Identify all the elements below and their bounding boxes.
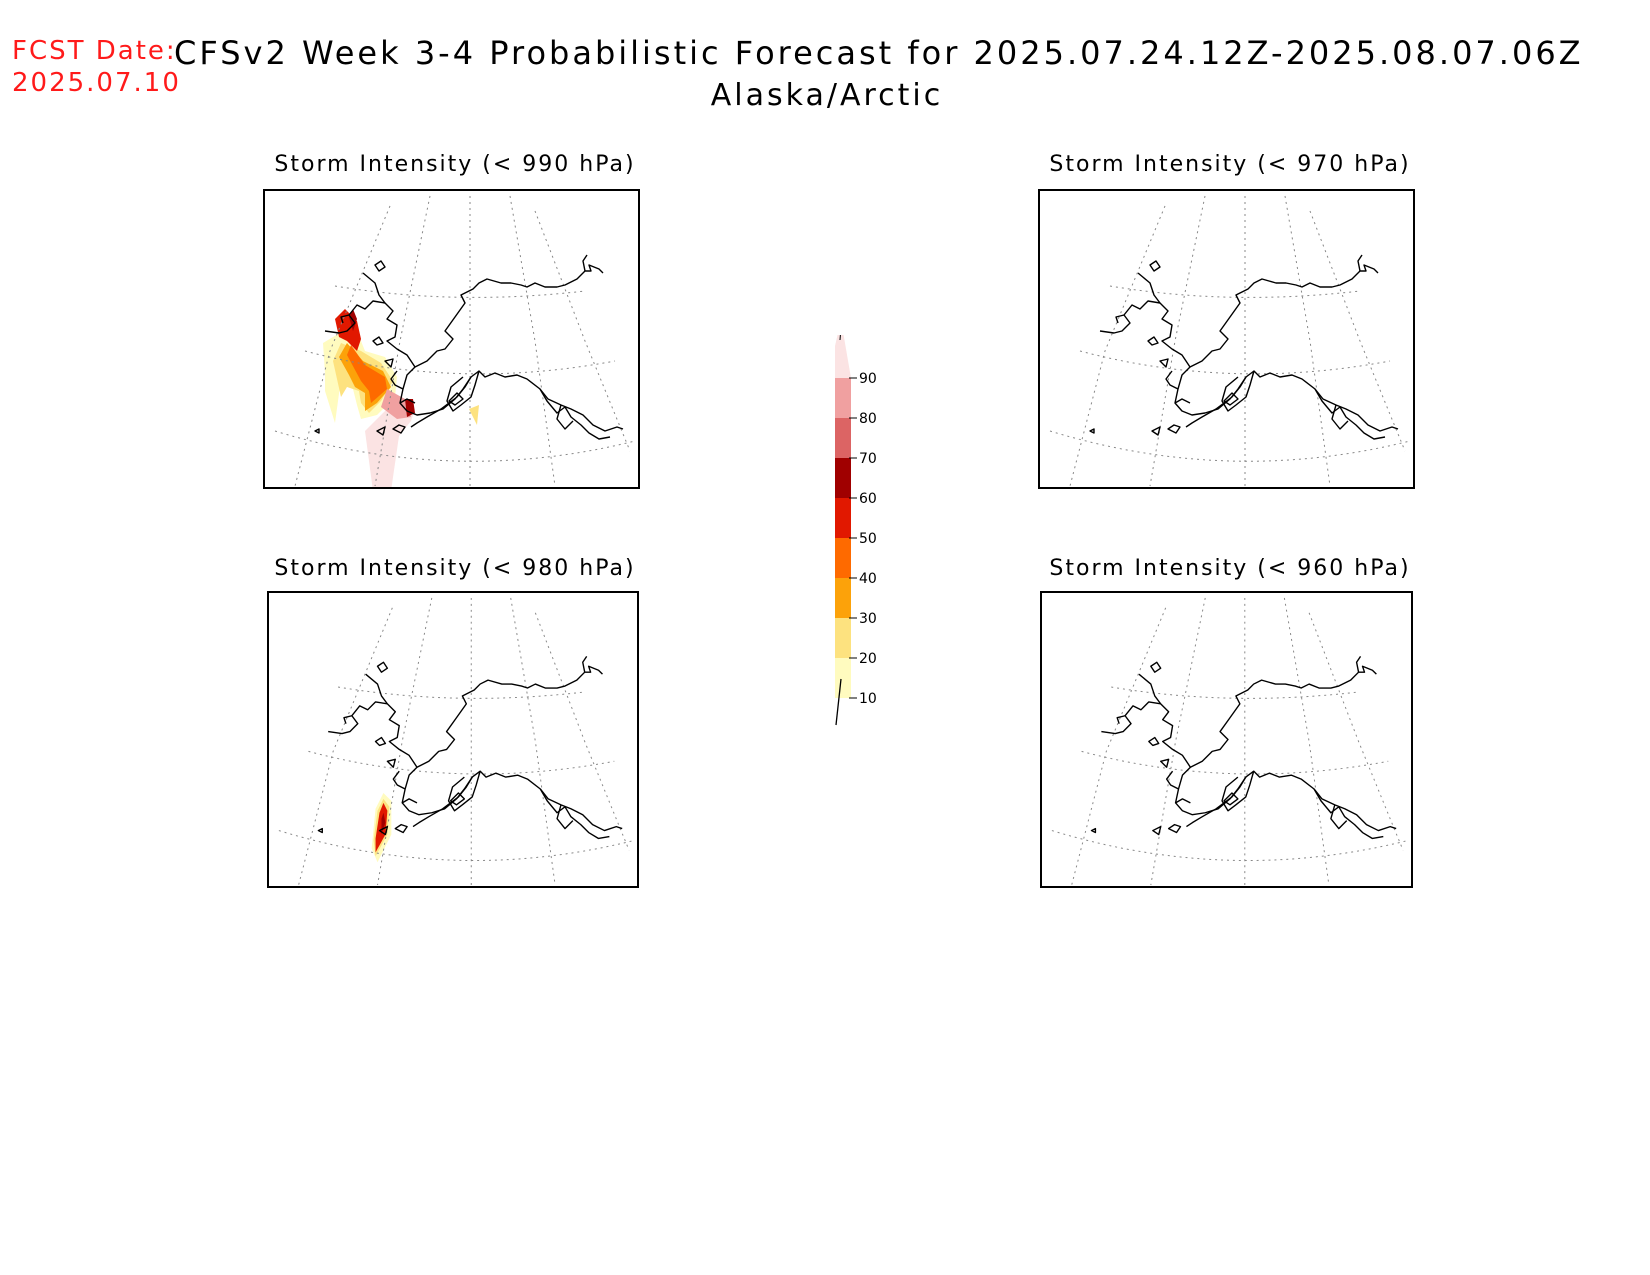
colorbar-swatch-9 — [835, 335, 851, 378]
colorbar-label-10: 10 — [859, 691, 877, 707]
map-panel-990 — [263, 189, 640, 489]
colorbar-label-80: 80 — [859, 411, 877, 427]
panel-title-990: Storm Intensity (< 990 hPa) — [274, 152, 636, 177]
probability-shading-980 — [371, 792, 392, 863]
colorbar-top-taper — [839, 335, 841, 341]
colorbar-label-40: 40 — [859, 571, 877, 587]
colorbar-label-20: 20 — [859, 651, 877, 667]
map-990-svg — [274, 195, 636, 487]
colorbar-label-30: 30 — [859, 611, 877, 627]
colorbar-label-50: 50 — [859, 531, 877, 547]
map-960-svg — [1051, 597, 1409, 886]
map-980-svg — [278, 597, 635, 886]
shade-small — [469, 405, 479, 425]
probability-shading-990 — [323, 309, 479, 487]
shade-40 — [347, 345, 387, 403]
page-title: CFSv2 Week 3-4 Probabilistic Forecast fo… — [174, 34, 1584, 72]
colorbar-swatch-3 — [835, 578, 851, 618]
colorbar-swatch-6 — [835, 458, 851, 498]
panel-title-960: Storm Intensity (< 960 hPa) — [1049, 556, 1411, 581]
region-title: Alaska/Arctic — [710, 78, 944, 113]
colorbar-swatch-2 — [835, 618, 851, 658]
map-panel-960 — [1040, 591, 1413, 888]
shade-80 — [381, 389, 411, 419]
fcst-date-value: 2025.07.10 — [12, 68, 181, 98]
colorbar-bottom-taper — [835, 678, 842, 726]
colorbar-label-90: 90 — [859, 371, 877, 387]
map-panel-970 — [1038, 189, 1415, 489]
map-970-svg — [1049, 195, 1411, 487]
colorbar: 10 20 30 40 50 60 70 80 90 — [835, 335, 877, 726]
colorbar-label-70: 70 — [859, 451, 877, 467]
colorbar-swatch-4 — [835, 538, 851, 578]
colorbar-label-60: 60 — [859, 491, 877, 507]
colorbar-swatch-1 — [835, 658, 851, 698]
colorbar-swatch-5 — [835, 498, 851, 538]
shade-10 — [365, 401, 415, 487]
fcst-date-label: FCST Date: — [12, 36, 177, 66]
colorbar-swatch-8 — [835, 378, 851, 418]
map-panel-980 — [267, 591, 639, 888]
panel-title-970: Storm Intensity (< 970 hPa) — [1049, 152, 1411, 177]
panel-title-980: Storm Intensity (< 980 hPa) — [274, 556, 636, 581]
colorbar-swatch-7 — [835, 418, 851, 458]
